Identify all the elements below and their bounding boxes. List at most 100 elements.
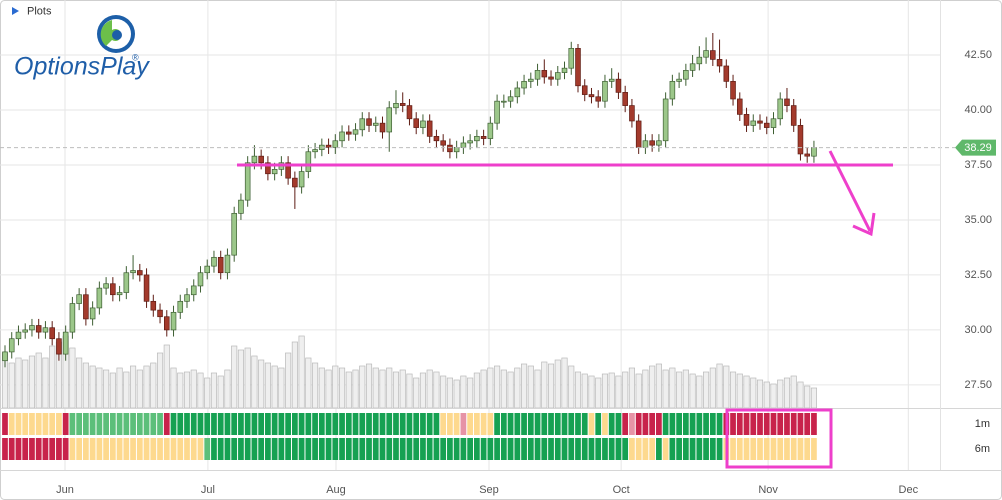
heatmap-cell xyxy=(366,438,372,460)
candle-body xyxy=(224,254,231,274)
candle-body xyxy=(305,151,312,172)
candle-body xyxy=(730,81,736,100)
heatmap-cell xyxy=(514,413,521,435)
heatmap-cell xyxy=(676,438,682,460)
volume-bar xyxy=(574,371,582,409)
heatmap-cell xyxy=(76,413,83,435)
heatmap-cell xyxy=(588,413,595,435)
heatmap-cell xyxy=(622,413,629,435)
heatmap-cell xyxy=(170,413,177,435)
volume-bar xyxy=(15,357,22,409)
x-tick-label: Dec xyxy=(899,484,919,496)
candle-body xyxy=(514,87,521,98)
heatmap-cell xyxy=(42,413,49,435)
volume-bar xyxy=(298,335,305,409)
volume-bar xyxy=(399,369,406,409)
volume-bar xyxy=(709,367,716,409)
heatmap-cell xyxy=(554,413,561,435)
candle-body xyxy=(608,78,615,82)
volume-bar xyxy=(480,369,487,409)
volume-bar xyxy=(345,371,352,409)
heatmap-cell xyxy=(608,438,615,460)
volume-bar xyxy=(514,367,521,409)
heatmap-cell xyxy=(399,438,406,460)
volume-bar xyxy=(352,369,359,409)
heatmap-cell xyxy=(83,413,89,435)
heatmap-cell xyxy=(770,438,777,460)
heatmap-cell xyxy=(244,413,251,435)
heatmap-cell xyxy=(184,413,190,435)
volume-bar xyxy=(797,381,804,409)
heatmap-cell xyxy=(170,438,177,460)
heatmap-cell xyxy=(581,438,588,460)
volume-bar xyxy=(177,372,184,409)
menu-label[interactable]: Plots xyxy=(27,5,52,17)
heatmap-cell xyxy=(514,438,521,460)
volume-bar xyxy=(143,365,150,409)
heatmap-cell xyxy=(251,438,258,460)
candle-body xyxy=(379,122,386,133)
heatmap-cell xyxy=(730,413,736,435)
volume-bar xyxy=(96,367,103,409)
heatmap-cell xyxy=(62,413,69,435)
candle-body xyxy=(763,122,770,128)
heatmap-cell xyxy=(568,413,575,435)
candle-body xyxy=(157,309,163,318)
x-tick-label: Sep xyxy=(479,484,499,496)
heatmap-cell xyxy=(109,438,116,460)
heatmap-cell xyxy=(568,438,575,460)
heatmap-cell xyxy=(8,413,15,435)
heatmap-cell xyxy=(150,438,157,460)
heatmap-cell xyxy=(49,438,56,460)
heatmap-cell xyxy=(163,413,170,435)
x-tick-label: Jul xyxy=(201,484,215,496)
volume-bar xyxy=(392,371,400,409)
heatmap-cell xyxy=(386,413,393,435)
candle-body xyxy=(811,147,817,157)
volume-bar xyxy=(446,377,453,409)
volume-bar xyxy=(763,381,770,409)
volume-bar xyxy=(655,363,662,409)
heatmap-cell xyxy=(797,438,804,460)
heatmap-cell xyxy=(291,413,298,435)
candle-body xyxy=(548,76,554,80)
heatmap-cell xyxy=(339,438,345,460)
heatmap-cell xyxy=(447,413,453,435)
heatmap-cell xyxy=(534,413,541,435)
volume-bar xyxy=(244,347,251,409)
logo-mark: ® xyxy=(132,52,139,62)
heatmap-cell xyxy=(399,413,406,435)
volume-bar xyxy=(507,371,514,409)
heatmap-cell xyxy=(271,438,278,460)
candle-body xyxy=(130,270,136,274)
candle-body xyxy=(69,303,76,333)
heatmap-cell xyxy=(804,413,811,435)
x-tick-label: Oct xyxy=(613,484,630,496)
candle-body xyxy=(575,48,581,87)
heatmap-cell xyxy=(29,438,35,460)
last-price-label: 38.29 xyxy=(964,142,992,154)
heatmap-cell xyxy=(352,413,359,435)
y-tick-label: 27.50 xyxy=(964,379,992,391)
candle-body xyxy=(750,120,757,126)
heatmap-cell xyxy=(743,413,750,435)
candle-body xyxy=(8,338,15,353)
candle-body xyxy=(386,107,393,133)
heatmap-cell xyxy=(393,438,399,460)
candle-body xyxy=(689,63,696,71)
volume-bar xyxy=(22,359,29,409)
heatmap-cell xyxy=(285,413,291,435)
heatmap-cell xyxy=(238,438,244,460)
menu-icon[interactable] xyxy=(12,7,19,15)
heatmap-cell xyxy=(325,413,332,435)
heatmap-cell xyxy=(743,438,750,460)
heatmap-cell xyxy=(35,413,42,435)
volume-bar xyxy=(547,363,555,409)
heatmap-cell xyxy=(467,438,474,460)
heatmap-cell xyxy=(345,413,352,435)
heatmap-cell xyxy=(500,413,507,435)
heatmap-cell xyxy=(581,413,588,435)
heatmap-cell xyxy=(447,438,453,460)
heatmap-cell xyxy=(76,438,83,460)
volume-bar xyxy=(756,379,764,409)
